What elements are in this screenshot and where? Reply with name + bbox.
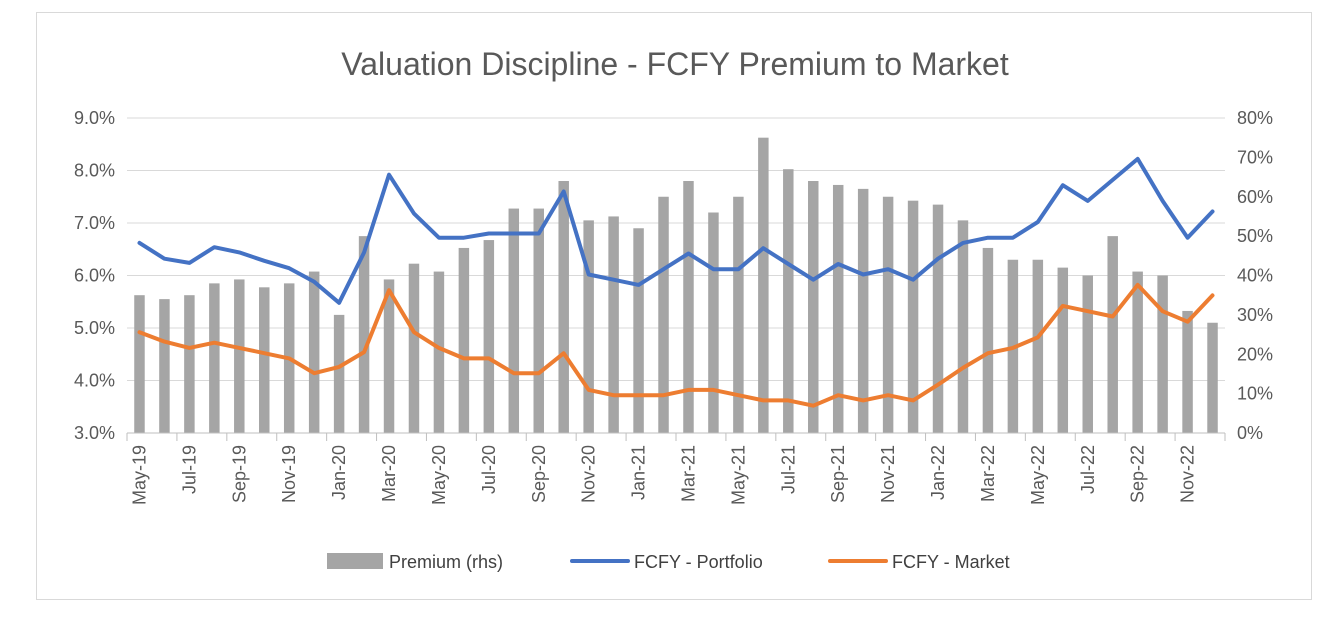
x-tick-label: Sep-21 — [828, 445, 848, 503]
y-right-tick-label: 60% — [1237, 187, 1273, 207]
y-right-tick-label: 80% — [1237, 108, 1273, 128]
tick-layer: 3.0% 4.0% 5.0% 6.0% 7.0% 8.0% 9.0% 0% 10% 20% 30% 4… — [74, 108, 1273, 505]
x-tick-label: Mar-20 — [379, 445, 399, 502]
y-right-tick-label: 10% — [1237, 384, 1273, 404]
premium-bar — [658, 196, 669, 433]
premium-bar — [758, 137, 769, 433]
premium-bar — [808, 181, 819, 433]
legend-item: Premium (rhs) — [327, 552, 503, 572]
y-right-tick-label: 40% — [1237, 266, 1273, 286]
premium-bar — [1107, 236, 1118, 433]
legend-label: Premium (rhs) — [389, 552, 503, 572]
x-tick-label: Jan-22 — [928, 445, 948, 500]
chart-title: Valuation Discipline - FCFY Premium to M… — [341, 46, 1009, 82]
x-tick-label: May-20 — [429, 445, 449, 505]
premium-bar — [982, 247, 994, 433]
y-left-tick-label: 6.0% — [74, 266, 115, 286]
premium-bar — [1157, 275, 1168, 433]
premium-bar — [1132, 271, 1143, 433]
premium-bar — [209, 283, 220, 433]
premium-bar — [683, 181, 694, 433]
y-right-tick-label: 0% — [1237, 423, 1263, 443]
y-left-tick-label: 9.0% — [74, 108, 115, 128]
premium-bar — [882, 196, 894, 433]
chart-frame: Valuation Discipline - FCFY Premium to M… — [36, 12, 1312, 600]
legend: Premium (rhs) FCFY - Portfolio FCFY - Mark… — [327, 552, 1010, 572]
x-tick-label: Nov-22 — [1178, 445, 1198, 503]
chart-svg: Valuation Discipline - FCFY Premium to M… — [74, 46, 1273, 572]
premium-bar — [1182, 310, 1193, 433]
premium-bar — [932, 204, 944, 433]
premium-bar — [633, 228, 644, 433]
y-left-tick-label: 5.0% — [74, 318, 115, 338]
x-tick-label: Nov-20 — [579, 445, 599, 503]
x-tick-label: Mar-22 — [978, 445, 998, 502]
premium-bar — [383, 279, 395, 433]
legend-item: FCFY - Portfolio — [570, 552, 763, 572]
premium-bar — [234, 279, 245, 433]
premium-bar — [957, 220, 969, 433]
premium-bar — [184, 295, 195, 433]
x-tick-label: Jul-20 — [479, 445, 499, 494]
x-tick-label: May-22 — [1028, 445, 1048, 505]
x-tick-label: May-19 — [129, 445, 149, 505]
premium-bar — [733, 196, 744, 433]
premium-bar — [583, 220, 594, 433]
x-tick-label: Nov-21 — [878, 445, 898, 503]
x-tick-label: Jul-19 — [179, 445, 199, 494]
premium-bar — [483, 240, 495, 433]
premium-bar — [907, 200, 919, 433]
axis-layer — [126, 432, 1226, 441]
x-tick-label: Jul-22 — [1078, 445, 1098, 494]
x-tick-label: Jan-20 — [329, 445, 349, 500]
x-tick-label: Sep-22 — [1128, 445, 1148, 503]
premium-bar — [783, 169, 794, 433]
line-fcfy-portfolio — [137, 156, 1215, 305]
y-right-tick-label: 30% — [1237, 305, 1273, 325]
bar-layer — [134, 137, 1218, 433]
premium-bar — [433, 271, 445, 433]
premium-bar — [308, 271, 320, 433]
premium-bar — [333, 314, 345, 433]
premium-bar — [508, 208, 520, 433]
premium-bar — [857, 188, 869, 433]
x-tick-label: Mar-21 — [678, 445, 698, 502]
y-right-tick-label: 70% — [1237, 147, 1273, 167]
x-tick-label: Nov-19 — [279, 445, 299, 503]
legend-swatch-bar — [327, 553, 383, 569]
legend-label: FCFY - Market — [892, 552, 1010, 572]
line-fcfy-market — [137, 282, 1215, 408]
premium-bar — [134, 295, 145, 433]
line-layer — [137, 156, 1215, 408]
y-left-tick-label: 8.0% — [74, 161, 115, 181]
y-left-tick-label: 4.0% — [74, 371, 115, 391]
premium-bar — [1057, 267, 1069, 433]
premium-bar — [259, 287, 270, 433]
x-tick-label: Jan-21 — [629, 445, 649, 500]
premium-bar — [408, 263, 420, 433]
x-tick-label: May-21 — [728, 445, 748, 505]
premium-bar — [1207, 322, 1218, 433]
premium-bar — [832, 184, 844, 433]
x-tick-label: Sep-20 — [529, 445, 549, 503]
premium-bar — [1082, 275, 1093, 433]
x-tick-label: Jul-21 — [778, 445, 798, 494]
premium-bar — [608, 216, 619, 433]
y-right-tick-label: 50% — [1237, 226, 1273, 246]
premium-bar — [708, 212, 719, 433]
premium-bar — [533, 208, 544, 433]
premium-bar — [1032, 259, 1044, 433]
legend-label: FCFY - Portfolio — [634, 552, 763, 572]
y-left-tick-label: 7.0% — [74, 213, 115, 233]
premium-bar — [159, 299, 170, 433]
premium-bar — [558, 181, 569, 433]
premium-bar — [458, 247, 470, 433]
y-left-tick-label: 3.0% — [74, 423, 115, 443]
y-right-tick-label: 20% — [1237, 344, 1273, 364]
x-tick-label: Sep-19 — [229, 445, 249, 503]
premium-bar — [358, 236, 370, 433]
legend-item: FCFY - Market — [828, 552, 1010, 572]
